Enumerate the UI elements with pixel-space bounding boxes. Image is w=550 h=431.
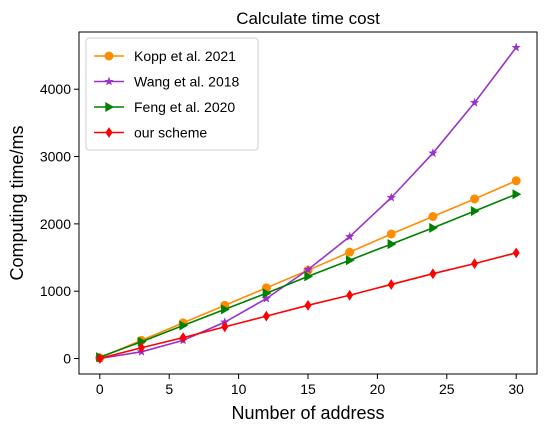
data-point [304,271,314,282]
data-point [512,189,522,200]
y-tick-label: 3000 [40,149,71,165]
data-point [386,192,396,202]
data-point [179,332,187,344]
data-point [179,320,189,331]
legend-entry: Wang et al. 2018 [94,74,240,90]
legend: Kopp et al. 2021 Wang et al. 2018 Feng et … [85,37,259,151]
data-point [303,264,313,274]
data-point [304,299,312,311]
legend-marker [104,51,114,61]
legend-label: our scheme [134,125,207,141]
data-point [428,148,438,158]
data-point [221,304,230,315]
x-axis: 0 5 10 15 20 25 30 [96,374,524,397]
legend-entry: Feng et al. 2020 [94,99,235,115]
x-tick-label: 30 [508,381,524,397]
data-point [428,211,438,221]
x-axis-label: Number of address [231,403,384,423]
data-point [262,310,270,322]
data-point [345,231,355,241]
data-point [470,194,480,204]
x-tick-label: 10 [231,381,247,397]
x-tick-label: 15 [300,381,316,397]
legend-box [85,37,259,151]
data-point [387,279,395,290]
data-point [511,42,521,52]
y-tick-label: 2000 [40,216,71,232]
data-point [221,321,229,333]
legend-marker [105,127,113,138]
series-4 [96,247,520,364]
y-axis-label: Computing time/ms [7,125,27,280]
data-point [512,247,520,259]
data-point [345,247,355,257]
legend-entry: our scheme [94,125,207,141]
y-tick-label: 0 [63,351,71,367]
legend-label: Wang et al. 2018 [134,74,240,90]
x-tick-label: 5 [165,381,173,397]
data-point [137,342,145,354]
legend-marker [105,101,115,113]
y-tick-label: 4000 [40,81,71,97]
data-point [429,222,439,233]
x-tick-label: 25 [439,381,455,397]
x-tick-label: 0 [96,381,104,397]
series-2 [95,42,521,363]
chart-title: Calculate time cost [236,9,380,28]
series-layer [95,42,522,364]
legend-label: Feng et al. 2020 [134,99,235,115]
data-point [511,176,521,186]
legend-marker [104,76,114,86]
data-point [471,258,479,269]
y-tick-label: 1000 [40,283,71,299]
data-point [346,289,354,301]
data-point [262,288,272,299]
data-point [96,353,104,364]
legend-label: Kopp et al. 2021 [134,48,236,64]
data-point [429,268,437,280]
series-3 [96,189,522,363]
legend-entry: Kopp et al. 2021 [94,48,236,64]
data-point [386,229,396,239]
x-tick-label: 20 [370,381,386,397]
data-point [387,239,397,250]
data-point [345,255,355,266]
data-point [469,97,480,107]
data-point [470,206,480,217]
y-axis: 0 1000 2000 3000 4000 [40,81,79,367]
